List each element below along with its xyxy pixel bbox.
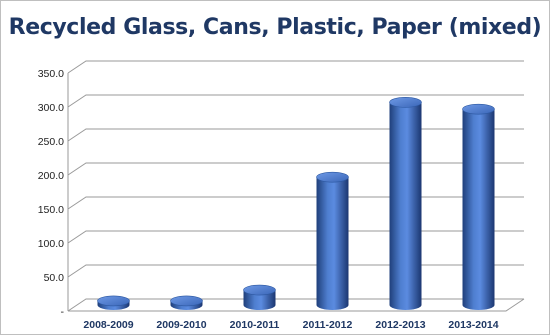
chart-floor [68,298,525,312]
gridline [67,128,524,142]
x-tick-label: 2010-2011 [230,319,280,331]
bar-body [243,290,276,310]
bar-top [243,284,276,296]
y-tick-label: 100.0 [38,238,64,250]
gridline [67,196,524,210]
x-tick-label: 2008-2009 [83,319,133,331]
gridline [67,162,524,176]
gridline [67,264,524,278]
y-tick-label: 350.0 [38,68,64,80]
bar-body [462,109,495,310]
bar-top [316,171,349,183]
gridlines [67,60,525,312]
y-tick-label: 150.0 [38,204,64,216]
gridline [67,60,524,74]
bar-top [462,103,495,115]
y-tick-label: 300.0 [38,102,64,114]
y-tick-label: 200.0 [38,170,64,182]
bar [389,97,422,310]
bar-top [389,97,422,108]
bars [97,97,495,310]
bar [170,295,203,310]
gridline [67,298,524,312]
bar [316,171,349,310]
y-tick-label: 250.0 [38,136,64,148]
chart-title: Recycled Glass, Cans, Plastic, Paper (mi… [8,15,542,40]
x-tick-label: 2012-2013 [375,319,425,331]
y-tick-label: - [61,306,65,318]
x-tick-label: 2013-2014 [448,319,498,331]
bar [97,295,130,310]
gridline [67,94,524,108]
gridline [67,230,524,244]
x-tick-label: 2011-2012 [303,319,353,331]
bar-body [389,102,422,310]
y-tick-label: 50.0 [44,272,65,284]
bar-top [170,295,203,307]
x-axis-labels: 2008-2009 2009-2010 2010-2011 2011-2012 2012… [83,319,498,331]
bar-body [316,177,349,310]
bar [243,284,276,310]
x-tick-label: 2009-2010 [156,319,206,331]
y-axis: - 50.0 100.0 150.0 200.0 250.0 300.0 350.0 [38,68,69,318]
bar [462,103,495,310]
bar-top [97,295,130,307]
